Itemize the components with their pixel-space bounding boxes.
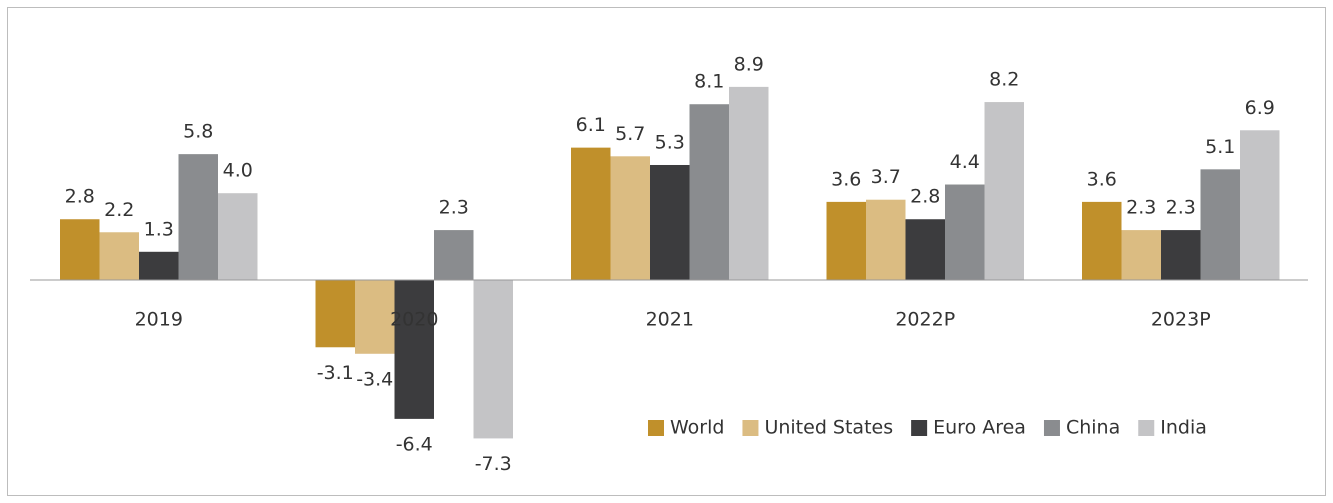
data-label: 5.8 <box>183 121 213 143</box>
legend-label: United States <box>764 417 893 439</box>
x-tick-label: 2020 <box>390 309 438 331</box>
legend-swatch <box>911 420 928 436</box>
data-label: 1.3 <box>144 218 174 240</box>
bar <box>473 280 513 439</box>
bar <box>571 147 611 280</box>
bar <box>984 102 1024 280</box>
bar <box>178 154 218 280</box>
bar <box>394 280 434 419</box>
x-tick-label: 2022P <box>895 309 955 331</box>
bar <box>60 219 100 280</box>
bar <box>139 251 179 280</box>
bar <box>866 199 906 280</box>
legend-swatch <box>742 420 759 436</box>
data-label: 4.4 <box>950 151 980 173</box>
legend-label: India <box>1160 417 1207 439</box>
data-label: 5.1 <box>1205 136 1235 158</box>
data-label: -3.4 <box>356 368 393 390</box>
legend-label: Euro Area <box>933 417 1026 439</box>
x-tick-label: 2023P <box>1151 309 1211 331</box>
bar <box>729 86 769 281</box>
data-label: 2.3 <box>1166 197 1196 219</box>
data-label: 4.0 <box>223 160 253 182</box>
data-label: 8.9 <box>734 53 764 75</box>
data-label: 6.1 <box>576 114 606 136</box>
bar <box>826 201 866 280</box>
bar <box>1082 201 1122 280</box>
legend-label: World <box>670 417 724 439</box>
bar <box>905 219 945 280</box>
data-label: 3.6 <box>831 168 861 190</box>
data-label: 2.8 <box>910 186 940 208</box>
data-label: 8.1 <box>694 71 724 93</box>
bar <box>1161 230 1201 280</box>
bar <box>610 156 650 280</box>
bar <box>99 232 139 280</box>
data-label: 3.7 <box>871 166 901 188</box>
bar <box>434 230 474 280</box>
data-label: 8.2 <box>989 69 1019 91</box>
bar <box>218 193 258 280</box>
data-label: 5.7 <box>615 123 645 145</box>
bar <box>355 280 395 354</box>
bar <box>1200 169 1240 280</box>
bar <box>315 280 355 348</box>
bar <box>689 104 729 280</box>
bar <box>1121 230 1161 280</box>
bar <box>945 184 985 280</box>
legend-label: China <box>1066 417 1120 439</box>
data-label: -7.3 <box>475 453 512 475</box>
data-label: 2.2 <box>104 199 134 221</box>
data-label: 3.6 <box>1087 168 1117 190</box>
x-tick-label: 2021 <box>646 309 694 331</box>
data-label: 2.8 <box>65 186 95 208</box>
data-label: 5.3 <box>655 131 685 153</box>
legend-swatch <box>1043 420 1060 436</box>
bar <box>1240 130 1280 280</box>
bar <box>650 164 690 280</box>
x-tick-label: 2019 <box>135 309 183 331</box>
legend-swatch <box>1138 420 1155 436</box>
data-label: 6.9 <box>1245 97 1275 119</box>
data-label: -3.1 <box>317 362 354 384</box>
data-label: 2.3 <box>1126 197 1156 219</box>
data-label: 2.3 <box>439 197 469 219</box>
legend-swatch <box>648 420 664 436</box>
data-label: -6.4 <box>396 433 433 455</box>
